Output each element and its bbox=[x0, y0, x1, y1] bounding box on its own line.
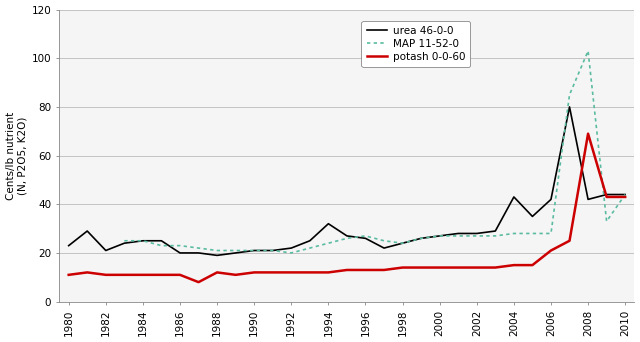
potash 0-0-60 bbox=[176, 273, 184, 277]
urea 46-0-0 bbox=[417, 236, 425, 240]
urea 46-0-0 bbox=[547, 197, 555, 201]
Line: potash 0-0-60: potash 0-0-60 bbox=[68, 134, 625, 282]
potash 0-0-60 bbox=[232, 273, 239, 277]
potash 0-0-60 bbox=[473, 265, 481, 269]
potash 0-0-60 bbox=[213, 271, 221, 275]
potash 0-0-60 bbox=[250, 271, 258, 275]
Y-axis label: Cents/lb nutrient
(N, P2O5, K2O): Cents/lb nutrient (N, P2O5, K2O) bbox=[6, 111, 27, 200]
potash 0-0-60 bbox=[584, 132, 592, 136]
urea 46-0-0 bbox=[603, 193, 611, 197]
urea 46-0-0 bbox=[232, 251, 239, 255]
potash 0-0-60 bbox=[139, 273, 147, 277]
urea 46-0-0 bbox=[343, 234, 351, 238]
urea 46-0-0 bbox=[83, 229, 91, 233]
potash 0-0-60 bbox=[306, 271, 314, 275]
urea 46-0-0 bbox=[621, 193, 629, 197]
potash 0-0-60 bbox=[380, 268, 388, 272]
urea 46-0-0 bbox=[176, 251, 184, 255]
urea 46-0-0 bbox=[157, 239, 165, 243]
potash 0-0-60 bbox=[287, 271, 295, 275]
urea 46-0-0 bbox=[454, 232, 462, 236]
potash 0-0-60 bbox=[362, 268, 369, 272]
potash 0-0-60 bbox=[195, 280, 202, 284]
urea 46-0-0 bbox=[324, 222, 332, 226]
potash 0-0-60 bbox=[529, 263, 536, 267]
urea 46-0-0 bbox=[473, 232, 481, 236]
urea 46-0-0 bbox=[529, 214, 536, 219]
potash 0-0-60 bbox=[343, 268, 351, 272]
urea 46-0-0 bbox=[195, 251, 202, 255]
potash 0-0-60 bbox=[510, 263, 518, 267]
urea 46-0-0 bbox=[399, 241, 406, 245]
urea 46-0-0 bbox=[380, 246, 388, 250]
potash 0-0-60 bbox=[83, 271, 91, 275]
urea 46-0-0 bbox=[510, 195, 518, 199]
urea 46-0-0 bbox=[213, 253, 221, 258]
urea 46-0-0 bbox=[436, 234, 444, 238]
urea 46-0-0 bbox=[102, 248, 109, 252]
urea 46-0-0 bbox=[566, 105, 573, 109]
potash 0-0-60 bbox=[547, 248, 555, 252]
potash 0-0-60 bbox=[436, 265, 444, 269]
urea 46-0-0 bbox=[492, 229, 499, 233]
potash 0-0-60 bbox=[324, 271, 332, 275]
potash 0-0-60 bbox=[621, 195, 629, 199]
urea 46-0-0 bbox=[120, 241, 128, 245]
urea 46-0-0 bbox=[584, 197, 592, 201]
urea 46-0-0 bbox=[250, 248, 258, 252]
potash 0-0-60 bbox=[269, 271, 276, 275]
potash 0-0-60 bbox=[157, 273, 165, 277]
urea 46-0-0 bbox=[306, 239, 314, 243]
potash 0-0-60 bbox=[65, 273, 72, 277]
Legend: urea 46-0-0, MAP 11-52-0, potash 0-0-60: urea 46-0-0, MAP 11-52-0, potash 0-0-60 bbox=[362, 21, 470, 67]
potash 0-0-60 bbox=[566, 239, 573, 243]
potash 0-0-60 bbox=[454, 265, 462, 269]
urea 46-0-0 bbox=[139, 239, 147, 243]
urea 46-0-0 bbox=[362, 236, 369, 240]
Line: urea 46-0-0: urea 46-0-0 bbox=[68, 107, 625, 255]
urea 46-0-0 bbox=[65, 244, 72, 248]
potash 0-0-60 bbox=[417, 265, 425, 269]
potash 0-0-60 bbox=[492, 265, 499, 269]
potash 0-0-60 bbox=[399, 265, 406, 269]
urea 46-0-0 bbox=[269, 248, 276, 252]
potash 0-0-60 bbox=[603, 195, 611, 199]
potash 0-0-60 bbox=[102, 273, 109, 277]
urea 46-0-0 bbox=[287, 246, 295, 250]
potash 0-0-60 bbox=[120, 273, 128, 277]
